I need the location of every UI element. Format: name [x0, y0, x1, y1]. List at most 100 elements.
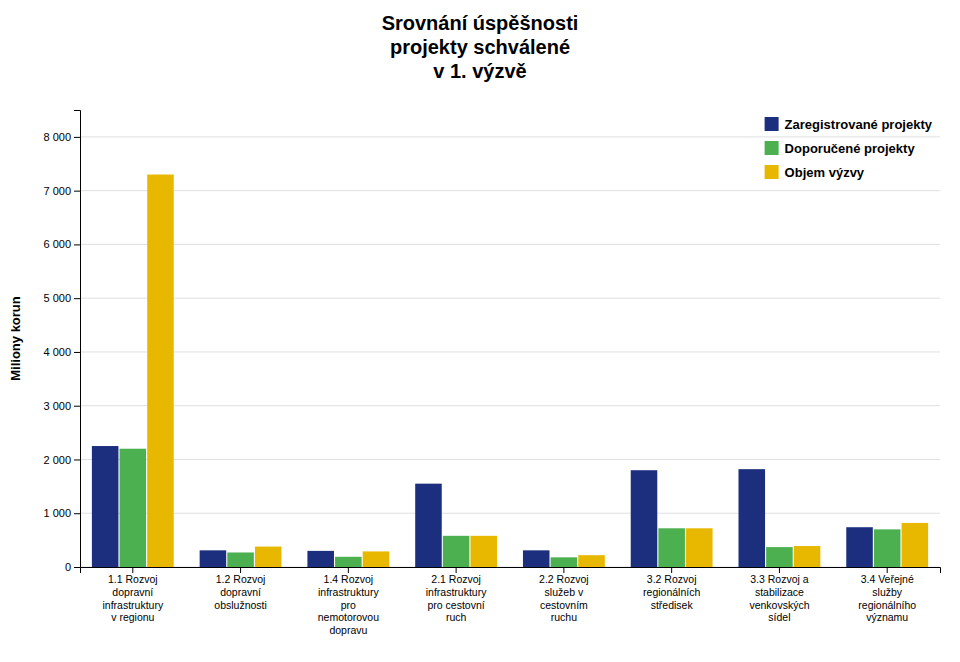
y-tick: 1 000	[43, 507, 80, 519]
x-tick-label-line: 3.3 Rozvoj a	[750, 573, 809, 585]
legend-label: Zaregistrované projekty	[785, 117, 933, 132]
x-tick-label-line: dopravní	[220, 586, 261, 598]
chart: Srovnání úspěšnostiprojekty schválenév 1…	[0, 0, 960, 662]
y-tick-mark	[74, 459, 80, 460]
bar	[307, 551, 334, 567]
y-tick-mark	[74, 567, 80, 568]
title-line: v 1. výzvě	[433, 60, 526, 82]
bar	[147, 175, 174, 567]
y-tick-mark	[74, 298, 80, 299]
y-tick: 4 000	[43, 346, 80, 358]
bar	[443, 536, 470, 567]
x-axis: 1.1 Rozvojdopravníinfrastrukturyv region…	[81, 567, 941, 636]
y-axis-line	[74, 111, 81, 568]
bar	[631, 470, 658, 567]
legend: Zaregistrované projekty Doporučené projek…	[765, 117, 933, 180]
x-tick-mark	[240, 567, 241, 573]
x-tick-label-line: infrastruktury	[102, 599, 163, 611]
grid-line	[80, 244, 940, 245]
x-tick: 1.4 Rozvojinfrastrukturypronemotorovoudo…	[318, 567, 380, 636]
x-tick-label-line: služeb v	[545, 586, 584, 598]
y-tick-label: 8 000	[43, 131, 71, 143]
x-tick-label-line: středisek	[651, 599, 694, 611]
x-tick-label-line: 1.4 Rozvoj	[324, 573, 374, 585]
x-tick-label: 2.1 Rozvojinfrastrukturypro cestovníruch	[426, 573, 487, 623]
y-axis-title: Miliony korun	[8, 296, 23, 381]
x-tick-label-line: 3.4 Veřejné	[861, 573, 914, 585]
x-tick-mark	[887, 567, 888, 573]
bar	[766, 547, 793, 567]
y-tick-label: 2 000	[43, 453, 71, 465]
x-tick-label-line: 2.1 Rozvoj	[431, 573, 481, 585]
x-tick-label: 3.3 Rozvoj astabilizacevenkovskýchsídel	[749, 573, 809, 623]
x-tick-mark	[671, 567, 672, 573]
title-line: Srovnání úspěšnosti	[382, 12, 579, 34]
x-tick-label-line: cestovním	[540, 599, 588, 611]
legend-item: Zaregistrované projekty	[765, 117, 933, 132]
y-tick-label: 6 000	[43, 238, 71, 250]
y-tick-label: 1 000	[43, 507, 71, 519]
legend-item: Objem výzvy	[765, 165, 865, 180]
x-tick-mark	[348, 567, 349, 573]
y-tick-label: 0	[65, 561, 71, 573]
y-tick: 0	[65, 561, 80, 573]
bar	[255, 547, 282, 567]
bar	[551, 557, 578, 567]
grid-line	[80, 351, 940, 352]
title: Srovnání úspěšnostiprojekty schválenév 1…	[382, 12, 579, 82]
grid-line	[80, 298, 940, 299]
title-line: projekty schválené	[390, 36, 570, 58]
grid-line	[80, 513, 940, 514]
x-tick-label-line: regionálního	[858, 599, 916, 611]
bar	[874, 529, 901, 567]
x-tick-label-line: pro	[341, 599, 356, 611]
x-tick-mark	[779, 567, 780, 573]
bar	[846, 527, 873, 567]
legend-label: Objem výzvy	[785, 165, 865, 180]
bar	[335, 557, 362, 567]
x-tick-label-line: dopravní	[112, 586, 153, 598]
legend-swatch	[765, 117, 779, 131]
y-tick-mark	[74, 406, 80, 407]
bar	[902, 523, 929, 567]
y-tick: 8 000	[43, 131, 80, 143]
x-tick-label-line: obslužnosti	[214, 599, 267, 611]
y-axis: 01 0002 0003 0004 0005 0006 0007 0008 00…	[43, 111, 80, 574]
x-axis-line	[81, 568, 941, 574]
x-tick-label-line: venkovských	[749, 599, 809, 611]
y-tick: 7 000	[43, 185, 80, 197]
x-tick-label-line: 2.2 Rozvoj	[539, 573, 589, 585]
x-tick-label-line: ruch	[446, 611, 467, 623]
x-tick-label-line: 1.2 Rozvoj	[216, 573, 266, 585]
bar	[120, 449, 147, 567]
bar	[415, 484, 442, 567]
bar	[658, 528, 685, 567]
x-tick: 3.3 Rozvoj astabilizacevenkovskýchsídel	[749, 567, 809, 623]
grid-line	[80, 459, 940, 460]
y-tick-label: 4 000	[43, 346, 71, 358]
x-tick: 2.1 Rozvojinfrastrukturypro cestovníruch	[426, 567, 487, 623]
legend-item: Doporučené projekty	[765, 141, 916, 156]
bar	[200, 550, 227, 567]
x-tick-label: 2.2 Rozvojslužeb vcestovnímruchu	[539, 573, 589, 623]
bars	[92, 175, 928, 567]
x-tick: 2.2 Rozvojslužeb vcestovnímruchu	[539, 567, 589, 623]
x-tick: 1.2 Rozvojdopravníobslužnosti	[214, 567, 267, 611]
x-tick-label: 1.1 Rozvojdopravníinfrastrukturyv region…	[102, 573, 163, 623]
x-tick-label-line: v regionu	[111, 611, 154, 623]
y-tick-mark	[74, 513, 80, 514]
y-tick-mark	[74, 137, 80, 138]
plot: 01 0002 0003 0004 0005 0006 0007 0008 00…	[8, 111, 941, 636]
legend-swatch	[765, 165, 779, 179]
grid-line	[80, 136, 940, 137]
x-tick: 3.4 Veřejnéslužbyregionálníhovýznamu	[858, 567, 916, 623]
x-tick-label: 3.2 Rozvojregionálníchstředisek	[643, 573, 700, 610]
grid-line	[80, 190, 940, 191]
x-tick-label-line: 3.2 Rozvoj	[647, 573, 697, 585]
y-tick: 3 000	[43, 400, 80, 412]
bar	[578, 555, 605, 567]
y-tick-label: 7 000	[43, 185, 71, 197]
x-tick-label-line: 1.1 Rozvoj	[108, 573, 158, 585]
x-tick-mark	[456, 567, 457, 573]
y-tick: 6 000	[43, 238, 80, 250]
